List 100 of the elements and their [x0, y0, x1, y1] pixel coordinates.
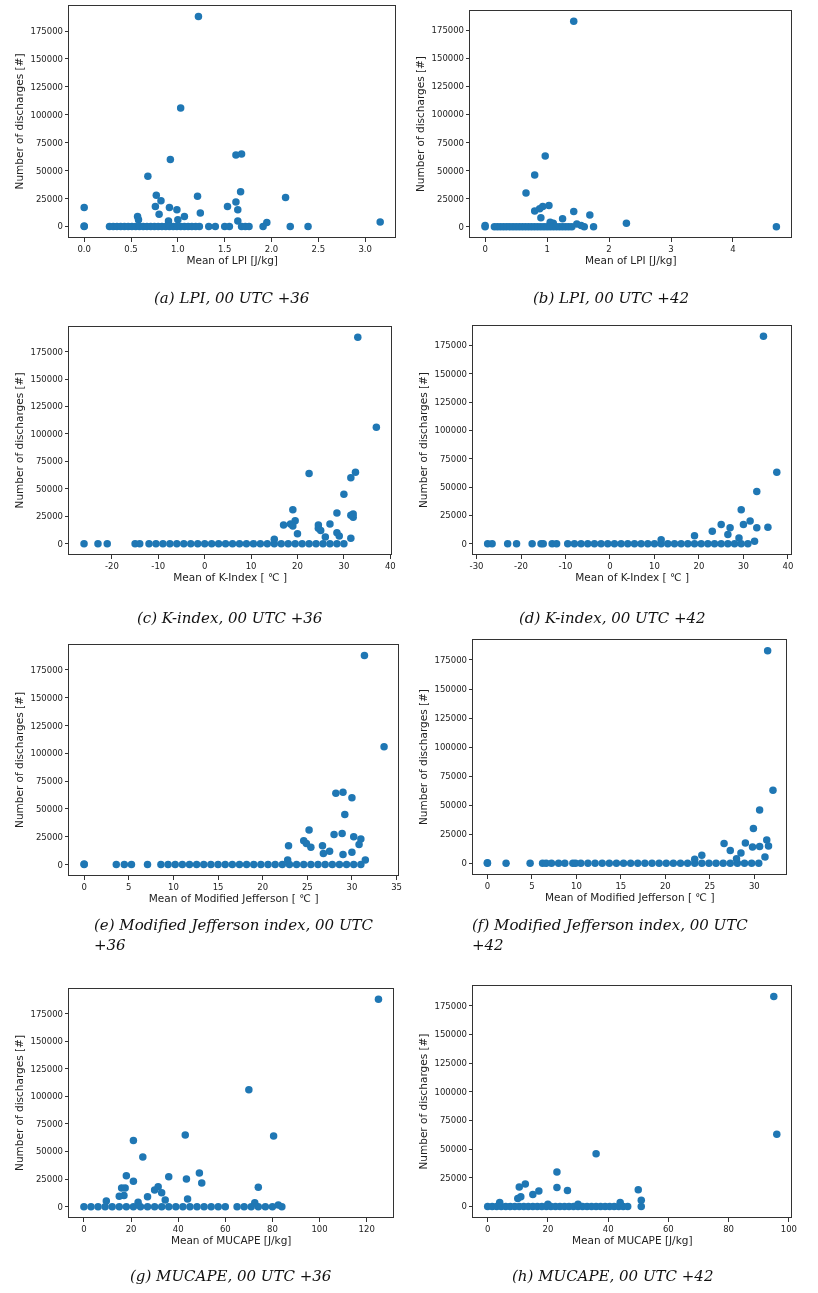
text: (f) Modified Jefferson index, 00 UTC +42 — [472, 916, 749, 954]
x-tick-label: 40 — [782, 560, 794, 571]
x-tick-label: 4 — [730, 243, 736, 254]
x-tick-label: 15 — [212, 881, 224, 892]
x-tick-label: 0 — [201, 560, 208, 571]
y-axis-title: Number of discharges [#] — [417, 372, 430, 508]
x-tick-label: 60 — [219, 1223, 231, 1234]
x-tick-label: -20 — [104, 560, 119, 571]
y-tick-label: 100000 — [434, 425, 467, 436]
y-tick-label: 175000 — [434, 1000, 467, 1011]
x-tick-label: -10 — [151, 560, 166, 571]
y-tick-label: 25000 — [439, 829, 467, 840]
x-tick-label: 100 — [311, 1223, 328, 1234]
x-tick-label: 2.5 — [311, 243, 326, 254]
x-tick-label: 20 — [125, 1223, 137, 1234]
y-tick-label: 75000 — [439, 1115, 467, 1126]
y-tick-label: 175000 — [30, 664, 63, 675]
y-tick-label: 175000 — [434, 340, 467, 351]
x-tick-label: 3 — [668, 243, 674, 254]
y-tick-label: 125000 — [434, 713, 467, 724]
x-tick-label: -10 — [558, 560, 573, 571]
y-tick-label: 125000 — [30, 720, 63, 731]
y-tick-label: 75000 — [35, 456, 63, 467]
y-tick-label: 125000 — [30, 81, 63, 92]
x-tick-label: 120 — [358, 1223, 375, 1234]
y-axis-title: Number of discharges [#] — [417, 689, 430, 825]
y-tick-label: 100000 — [434, 742, 467, 753]
x-tick-label: 15 — [615, 880, 627, 891]
y-tick-label: 125000 — [30, 401, 63, 412]
y-tick-label: 25000 — [35, 1174, 63, 1185]
x-tick-label: 30 — [338, 560, 350, 571]
y-tick-label: 150000 — [30, 53, 63, 64]
x-tick-label: 10 — [245, 560, 257, 571]
x-tick-label: 2 — [606, 243, 612, 254]
x-tick-label: 30 — [738, 560, 749, 571]
y-tick-label: 25000 — [436, 193, 465, 204]
y-tick-label: 150000 — [434, 368, 467, 379]
y-tick-label: 0 — [458, 221, 465, 232]
x-tick-label: 35 — [391, 881, 402, 892]
y-tick-label: 100000 — [30, 748, 63, 759]
y-tick-label: 75000 — [35, 1118, 63, 1129]
y-axis-title: Number of discharges [#] — [414, 56, 427, 192]
y-tick-label: 50000 — [439, 481, 467, 492]
y-tick-label: 125000 — [30, 1063, 63, 1074]
x-tick-label: 25 — [704, 880, 716, 891]
x-axis-title: Mean of MUCAPE [J/kg] — [571, 1233, 693, 1246]
text: (b) LPI, 00 UTC +42 — [533, 289, 689, 307]
x-tick-label: 2.0 — [264, 243, 279, 254]
y-tick-label: 100000 — [30, 428, 63, 439]
y-tick-label: 50000 — [35, 803, 63, 814]
x-tick-label: 0 — [484, 1223, 491, 1234]
y-tick-label: 150000 — [30, 374, 63, 385]
x-tick-label: -20 — [514, 560, 528, 571]
y-tick-label: 150000 — [434, 1029, 467, 1040]
x-tick-label: 10 — [167, 881, 179, 892]
text: (c) K-index, 00 UTC +36 — [137, 609, 323, 627]
y-tick-label: 125000 — [434, 1058, 467, 1069]
x-tick-label: 3.0 — [358, 243, 372, 254]
y-tick-label: 0 — [461, 1201, 467, 1212]
x-axis-title: Mean of K-Index [ ℃ ] — [575, 570, 690, 583]
x-tick-label: 1.5 — [217, 243, 232, 254]
x-tick-label: 0 — [484, 880, 491, 891]
y-axis-title: Number of discharges [#] — [13, 372, 26, 509]
y-axis-title: Number of discharges [#] — [13, 1035, 26, 1171]
x-tick-label: 1.0 — [171, 243, 185, 254]
x-tick-label: 60 — [662, 1223, 674, 1234]
x-tick-label: 100 — [780, 1223, 797, 1234]
y-tick-label: 100000 — [30, 109, 63, 120]
y-axis-title: Number of discharges [#] — [13, 53, 26, 190]
x-tick-label: 20 — [257, 881, 269, 892]
y-tick-label: 0 — [461, 858, 467, 869]
x-tick-label: 40 — [384, 560, 396, 571]
y-tick-label: 50000 — [439, 1144, 467, 1155]
x-tick-label: 5 — [529, 880, 535, 891]
y-tick-label: 175000 — [431, 25, 465, 36]
text: (e) Modified Jefferson index, 00 UTC +36 — [94, 916, 374, 954]
y-tick-label: 50000 — [35, 483, 63, 494]
text: (g) MUCAPE, 00 UTC +36 — [130, 1267, 332, 1285]
x-tick-label: 10 — [570, 880, 582, 891]
x-tick-label: 40 — [602, 1223, 614, 1234]
x-tick-label: 80 — [723, 1223, 735, 1234]
y-tick-label: 0 — [57, 1201, 63, 1212]
x-tick-label: 0.5 — [124, 243, 138, 254]
y-axis-title: Number of discharges [#] — [13, 692, 26, 828]
y-tick-label: 25000 — [35, 831, 63, 842]
x-axis-title: Mean of Modified Jefferson [ ℃ ] — [544, 890, 715, 903]
y-tick-label: 100000 — [434, 1086, 467, 1097]
x-axis-title: Mean of Modified Jefferson [ ℃ ] — [148, 891, 319, 904]
text: (a) LPI, 00 UTC +36 — [154, 289, 310, 307]
x-axis-title: Mean of LPI [J/kg] — [584, 253, 677, 266]
y-tick-label: 125000 — [431, 81, 465, 92]
x-tick-label: 1 — [544, 243, 550, 254]
y-tick-label: 175000 — [434, 654, 467, 665]
x-tick-label: 0 — [607, 560, 613, 571]
y-tick-label: 0 — [461, 538, 467, 549]
x-tick-label: 20 — [693, 560, 705, 571]
y-tick-label: 150000 — [30, 1036, 63, 1047]
x-tick-label: 30 — [748, 880, 760, 891]
y-tick-label: 175000 — [30, 1008, 63, 1019]
y-tick-label: 0 — [57, 538, 63, 549]
